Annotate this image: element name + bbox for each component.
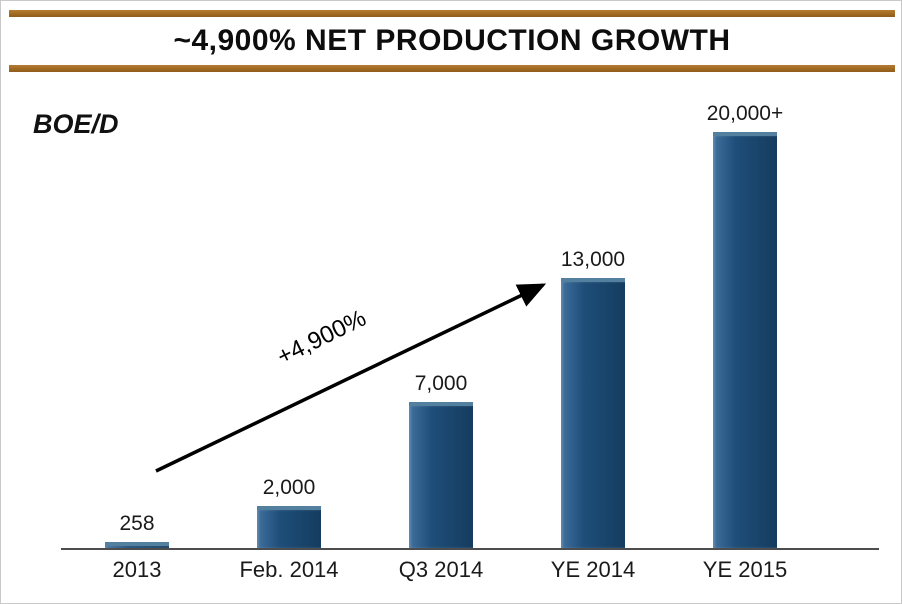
y-axis-label: BOE/D: [33, 109, 119, 139]
bar-value-label: 13,000: [560, 248, 626, 271]
x-axis-tick-labels: 2013 Feb. 2014 Q3 2014 YE 2014 YE 2015: [61, 557, 821, 583]
bar-value-label: 258: [119, 512, 155, 535]
bar-chart-plot-area: 258 2,000 7,000 13,000 20,000+: [61, 96, 821, 548]
bar: [257, 506, 321, 548]
top-divider-rule: [9, 10, 895, 17]
x-tick-label: 2013: [112, 557, 162, 582]
bar-group: 2,000: [213, 96, 365, 548]
bar: [105, 542, 169, 548]
bar-group: 13,000: [517, 96, 669, 548]
bar-group: 7,000: [365, 96, 517, 548]
bar-value-label: 20,000+: [706, 102, 784, 125]
x-tick-label: YE 2014: [550, 557, 636, 582]
chart-title: ~4,900% NET PRODUCTION GROWTH: [173, 24, 731, 57]
x-tick-label: YE 2015: [702, 557, 788, 582]
bar-group: 258: [61, 96, 213, 548]
bar: [713, 132, 777, 548]
bar: [409, 402, 473, 548]
x-tick-label: Q3 2014: [398, 557, 484, 582]
bar-group: 20,000+: [669, 96, 821, 548]
bar-value-label: 2,000: [262, 476, 316, 499]
x-axis-line: [61, 548, 879, 550]
bottom-divider-rule: [9, 65, 895, 72]
x-tick-label: Feb. 2014: [239, 557, 339, 582]
bar-value-label: 7,000: [414, 372, 468, 395]
bar: [561, 278, 625, 548]
